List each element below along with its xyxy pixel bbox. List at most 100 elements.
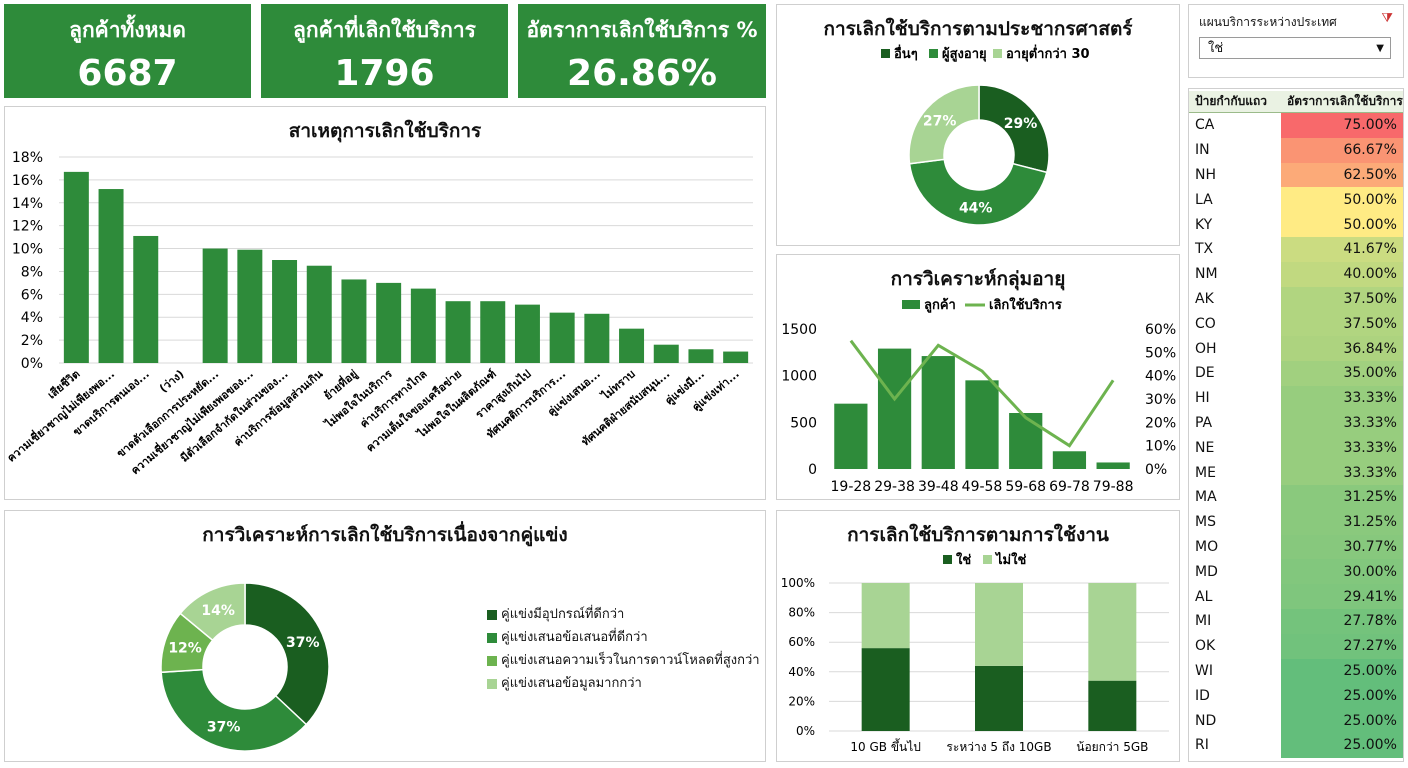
slicer-dropdown[interactable]: ใช่ ▼: [1199, 37, 1391, 59]
bar[interactable]: [202, 248, 228, 363]
donut-slice-1[interactable]: [244, 582, 330, 726]
table-row[interactable]: WI 25.00%: [1189, 658, 1403, 684]
bar[interactable]: [445, 301, 471, 363]
competitor-chart: 37% 37% 12% 14%: [160, 582, 330, 752]
state-code-cell: AK: [1195, 290, 1214, 307]
table-row[interactable]: RI 25.00%: [1189, 732, 1403, 758]
churn-rate-cell: 66.67%: [1281, 137, 1403, 163]
clear-filter-icon[interactable]: ⧩: [1381, 11, 1393, 26]
y-tick-label: 100%: [781, 576, 815, 590]
kpi-value: 1796: [334, 53, 435, 94]
table-row[interactable]: NE 33.33%: [1189, 435, 1403, 461]
state-code-cell: LA: [1195, 191, 1213, 208]
y-tick-label: 40%: [788, 665, 815, 679]
bar[interactable]: [653, 344, 679, 363]
legend-swatch: [993, 49, 1002, 58]
bar[interactable]: [584, 313, 610, 363]
table-row[interactable]: NH 62.50%: [1189, 162, 1403, 188]
churn-rate-cell: 27.78%: [1281, 608, 1403, 634]
bar[interactable]: [1009, 413, 1043, 469]
table-row[interactable]: OK 27.27%: [1189, 633, 1403, 659]
state-code-cell: ND: [1195, 712, 1217, 729]
table-row[interactable]: MS 31.25%: [1189, 509, 1403, 535]
stacked-bar-segment[interactable]: [975, 583, 1023, 666]
stacked-bar-segment[interactable]: [1088, 680, 1137, 731]
churn-rate-cell: 36.84%: [1281, 336, 1403, 361]
table-row[interactable]: MO 30.77%: [1189, 534, 1403, 560]
bar[interactable]: [341, 279, 367, 363]
bar[interactable]: [723, 351, 749, 363]
state-code-cell: MD: [1195, 563, 1218, 580]
churn-rate-cell: 31.25%: [1281, 509, 1403, 535]
legend-label: ใช่: [956, 551, 971, 568]
bar[interactable]: [63, 171, 89, 363]
table-row[interactable]: PA 33.33%: [1189, 410, 1403, 436]
donut-slice-1[interactable]: [978, 84, 1050, 174]
bar[interactable]: [877, 348, 912, 469]
age-chart-panel: การวิเคราะห์กลุ่มอายุ ลูกค้า เลิกใช้บริกา…: [776, 254, 1180, 500]
bar[interactable]: [133, 235, 159, 363]
table-row[interactable]: MD 30.00%: [1189, 559, 1403, 585]
legend-swatch: [487, 609, 497, 620]
table-row[interactable]: ND 25.00%: [1189, 708, 1403, 733]
bar[interactable]: [688, 349, 714, 363]
churn-line[interactable]: [849, 339, 1115, 448]
bar[interactable]: [272, 260, 298, 363]
bar[interactable]: [376, 282, 402, 363]
bar[interactable]: [619, 328, 645, 363]
table-row[interactable]: IN 66.67%: [1189, 137, 1403, 163]
usage-chart-panel: การเลิกใช้บริการตามการใช้งาน ใช่ ไม่ใช่ 0%…: [776, 510, 1180, 762]
table-row[interactable]: ID 25.00%: [1189, 683, 1403, 709]
bar[interactable]: [921, 356, 955, 469]
bar[interactable]: [306, 265, 332, 363]
table-row[interactable]: HI 33.33%: [1189, 385, 1403, 411]
bar[interactable]: [410, 288, 436, 363]
bar[interactable]: [549, 312, 575, 363]
y-tick-label: 2%: [21, 333, 43, 349]
state-code-cell: OH: [1195, 340, 1217, 357]
table-row[interactable]: KY 50.00%: [1189, 212, 1403, 237]
y-tick-label: 10%: [12, 242, 43, 258]
table-row[interactable]: MI 27.78%: [1189, 608, 1403, 634]
bar[interactable]: [965, 380, 999, 469]
table-row[interactable]: LA 50.00%: [1189, 187, 1403, 213]
bar[interactable]: [834, 403, 868, 469]
slicer-title: แผนบริการระหว่างประเทศ: [1199, 15, 1337, 29]
donut-slice-2[interactable]: [160, 668, 308, 752]
churn-rate-cell: 27.27%: [1281, 633, 1403, 659]
table-row[interactable]: MA 31.25%: [1189, 484, 1403, 510]
table-row[interactable]: CA 75.00%: [1189, 112, 1403, 138]
demographic-data-label: 44%: [959, 200, 993, 216]
bar[interactable]: [514, 304, 540, 363]
table-row[interactable]: TX 41.67%: [1189, 236, 1403, 262]
column-header[interactable]: ป้ายกำกับแถว: [1189, 91, 1281, 113]
chart-title: การเลิกใช้บริการตามการใช้งาน: [847, 524, 1109, 546]
state-code-cell: PA: [1195, 414, 1213, 431]
bar[interactable]: [237, 249, 263, 363]
table-row[interactable]: AK 37.50%: [1189, 286, 1403, 312]
stacked-bar-segment[interactable]: [861, 648, 910, 731]
stacked-bar-segment[interactable]: [1088, 583, 1137, 681]
state-code-cell: KY: [1195, 216, 1213, 233]
table-row[interactable]: AL 29.41%: [1189, 584, 1403, 609]
table-row[interactable]: ME 33.33%: [1189, 460, 1403, 485]
donut-slice-2[interactable]: [908, 158, 1048, 226]
stacked-bar-segment[interactable]: [975, 665, 1023, 731]
donut-slice-4[interactable]: [179, 582, 246, 642]
stacked-bar-segment[interactable]: [861, 583, 910, 649]
y-right-tick-label: 30%: [1145, 392, 1176, 408]
column-header[interactable]: อัตราการเลิกใช้บริการ: [1281, 91, 1403, 113]
table-row[interactable]: OH 36.84%: [1189, 336, 1403, 361]
y-tick-label: 6%: [21, 287, 43, 303]
bar[interactable]: [1052, 451, 1087, 469]
table-row[interactable]: NM 40.00%: [1189, 261, 1403, 287]
table-row[interactable]: DE 35.00%: [1189, 360, 1403, 386]
bar[interactable]: [98, 189, 124, 363]
bar[interactable]: [480, 301, 506, 363]
bar[interactable]: [1096, 462, 1130, 469]
donut-slice-3[interactable]: [908, 84, 980, 165]
y-left-tick-label: 1000: [781, 369, 817, 385]
table-row[interactable]: CO 37.50%: [1189, 311, 1403, 337]
state-code-cell: CO: [1195, 315, 1216, 332]
competitor-data-label: 37%: [207, 719, 241, 735]
